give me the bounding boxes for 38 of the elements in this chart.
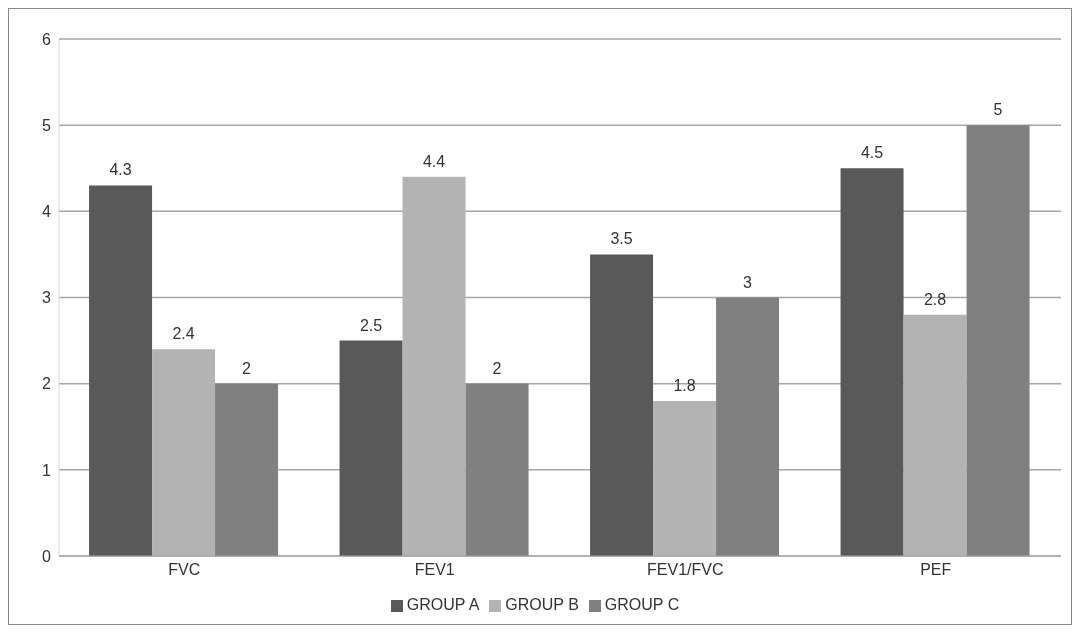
data-label: 2 xyxy=(492,359,502,377)
y-tick-label: 3 xyxy=(42,289,52,307)
data-label: 5 xyxy=(993,101,1003,119)
x-tick-label: FVC xyxy=(168,561,201,579)
legend-label: GROUP B xyxy=(505,596,579,613)
legend-label: GROUP C xyxy=(604,596,680,613)
data-label: 4.5 xyxy=(860,144,884,162)
bar xyxy=(653,400,717,556)
bar xyxy=(716,297,780,556)
bar xyxy=(840,168,904,556)
data-label: 2.5 xyxy=(359,316,383,334)
data-label: 1.8 xyxy=(673,376,696,394)
bar xyxy=(966,125,1030,556)
y-tick-label: 6 xyxy=(42,30,52,48)
bar xyxy=(89,185,153,556)
data-label: 3.5 xyxy=(610,230,633,248)
y-tick-label: 1 xyxy=(42,461,52,479)
bar xyxy=(402,176,466,556)
legend-label: GROUP A xyxy=(406,596,480,613)
bar xyxy=(152,349,216,556)
y-tick-label: 5 xyxy=(42,116,52,134)
bar xyxy=(465,383,529,556)
data-label: 2.8 xyxy=(923,290,947,308)
data-label: 3 xyxy=(743,273,753,291)
bar xyxy=(215,383,279,556)
x-tick-label: FEV1/FVC xyxy=(647,561,724,579)
x-tick-label: FEV1 xyxy=(414,561,455,579)
data-label: 2.4 xyxy=(172,325,195,343)
data-label: 2 xyxy=(242,359,252,377)
bar xyxy=(590,254,654,556)
y-tick-label: 0 xyxy=(42,547,52,565)
data-label: 4.4 xyxy=(422,152,446,170)
x-tick-label: PEF xyxy=(920,561,952,579)
data-label: 4.3 xyxy=(109,161,132,179)
bar xyxy=(903,314,967,556)
y-tick-label: 2 xyxy=(42,375,52,393)
bar xyxy=(339,340,403,556)
y-tick-label: 4 xyxy=(42,203,52,221)
